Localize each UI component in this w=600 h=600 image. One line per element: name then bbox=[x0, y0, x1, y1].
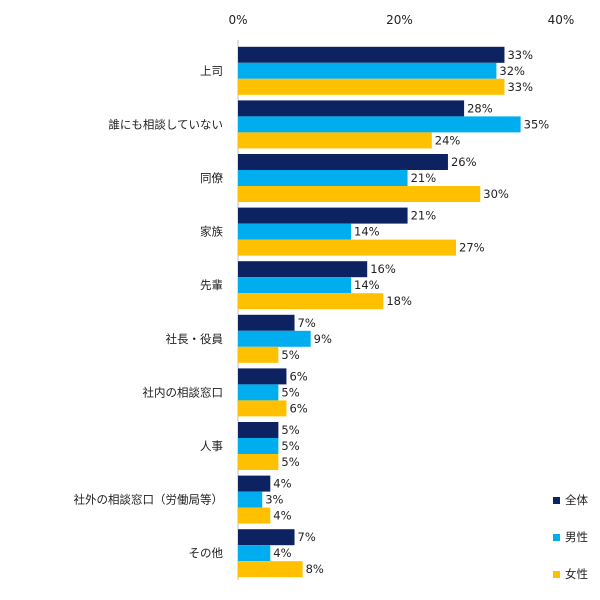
bar bbox=[238, 368, 287, 385]
data-label: 27% bbox=[459, 241, 485, 255]
data-label: 32% bbox=[499, 64, 525, 78]
legend-label: 男性 bbox=[565, 530, 588, 544]
x-tick-label: 0% bbox=[228, 13, 247, 27]
data-label: 6% bbox=[289, 369, 307, 383]
data-label: 9% bbox=[314, 332, 332, 346]
category-label: 上司 bbox=[200, 64, 223, 78]
data-label: 6% bbox=[289, 401, 307, 415]
x-tick-label: 20% bbox=[386, 13, 413, 27]
bar bbox=[238, 400, 287, 417]
data-label: 4% bbox=[273, 477, 291, 491]
legend-swatch bbox=[553, 497, 560, 504]
data-label: 5% bbox=[281, 423, 299, 437]
bar bbox=[238, 346, 279, 363]
data-label: 4% bbox=[273, 509, 291, 523]
bar bbox=[238, 491, 263, 508]
bar bbox=[238, 170, 408, 186]
category-label: 社外の相談窓口（労働局等） bbox=[74, 493, 224, 507]
bar bbox=[238, 78, 505, 95]
bar bbox=[238, 475, 271, 492]
data-label: 26% bbox=[451, 155, 477, 169]
bar bbox=[238, 330, 311, 347]
data-label: 21% bbox=[411, 171, 437, 185]
data-label: 14% bbox=[354, 278, 380, 292]
data-label: 18% bbox=[386, 294, 412, 308]
bar bbox=[238, 154, 448, 170]
data-label: 28% bbox=[467, 101, 493, 115]
bar bbox=[238, 100, 465, 117]
data-label: 35% bbox=[524, 117, 550, 131]
bar bbox=[238, 62, 497, 79]
legend-swatch bbox=[553, 534, 560, 541]
data-label: 3% bbox=[265, 493, 283, 507]
bar bbox=[238, 223, 352, 240]
x-tick-label: 40% bbox=[548, 13, 575, 27]
legend-swatch bbox=[553, 571, 560, 578]
data-label: 24% bbox=[435, 133, 461, 147]
bars bbox=[238, 46, 521, 578]
bar bbox=[238, 438, 279, 454]
data-label: 33% bbox=[507, 48, 533, 62]
data-label: 14% bbox=[354, 225, 380, 239]
bar bbox=[238, 314, 295, 331]
bar bbox=[238, 454, 279, 470]
data-label: 8% bbox=[306, 562, 324, 576]
data-label: 5% bbox=[281, 348, 299, 362]
bar bbox=[238, 422, 279, 438]
category-label: 先輩 bbox=[200, 278, 223, 292]
bar bbox=[238, 46, 505, 63]
data-label: 33% bbox=[507, 80, 533, 94]
data-label: 21% bbox=[411, 209, 437, 223]
bar bbox=[238, 261, 368, 278]
data-label: 7% bbox=[298, 316, 316, 330]
x-axis-ticks: 0% 20% 40% bbox=[228, 13, 574, 27]
category-label: 家族 bbox=[200, 225, 223, 239]
bar bbox=[238, 116, 521, 133]
value-labels: 33% 32% 33% 28% 35% 24% 26% 21% 30% 21% 14% 27% 16% 1… bbox=[265, 48, 549, 576]
category-label: 社長・役員 bbox=[166, 332, 224, 346]
legend-label: 女性 bbox=[565, 567, 588, 581]
category-label: 人事 bbox=[200, 439, 223, 453]
data-label: 5% bbox=[281, 455, 299, 469]
bar bbox=[238, 293, 384, 310]
bar bbox=[238, 507, 271, 524]
category-label: 社内の相談窓口 bbox=[143, 385, 224, 399]
bar bbox=[238, 207, 408, 224]
bar bbox=[238, 384, 279, 401]
data-label: 4% bbox=[273, 546, 291, 560]
data-label: 5% bbox=[281, 385, 299, 399]
category-labels: 上司誰にも相談していない同僚家族先輩社長・役員社内の相談窓口人事社外の相談窓口（… bbox=[74, 64, 224, 560]
bar bbox=[238, 239, 457, 256]
data-label: 16% bbox=[370, 262, 396, 276]
bar bbox=[238, 132, 432, 149]
data-label: 30% bbox=[483, 187, 509, 201]
data-label: 7% bbox=[298, 530, 316, 544]
bar bbox=[238, 545, 271, 562]
bar bbox=[238, 561, 303, 578]
data-label: 5% bbox=[281, 439, 299, 453]
legend-label: 全体 bbox=[565, 493, 588, 507]
category-label: 誰にも相談していない bbox=[108, 117, 223, 131]
category-label: 同僚 bbox=[200, 171, 223, 185]
bar bbox=[238, 277, 352, 294]
bar bbox=[238, 186, 481, 202]
category-label: その他 bbox=[189, 546, 224, 560]
bar bbox=[238, 529, 295, 546]
